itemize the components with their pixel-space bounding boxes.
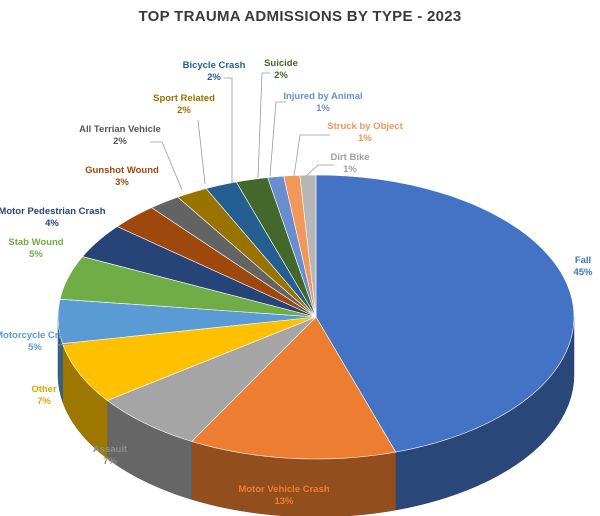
pie-slice-gunshot-wound <box>116 207 317 318</box>
slice-value-injured-by-animal: 1% <box>316 103 330 114</box>
leader-line-bicycle-crash <box>224 77 233 183</box>
leader-line-sport-related <box>197 119 206 185</box>
slice-label-all-terrian-vehicle: All Terrian Vehicle <box>79 124 161 135</box>
leader-line-suicide <box>257 72 270 179</box>
slice-label-suicide: Suicide <box>264 58 298 69</box>
slice-label-dirt-bike: Dirt Bike <box>330 152 369 163</box>
slice-label-motor-pedestrian-crash: Motor Pedestrian Crash <box>0 206 106 217</box>
pie-slice-fall <box>315 174 575 453</box>
slice-value-stab-wound: 5% <box>29 249 43 260</box>
pie-slice-motorcycle-crash <box>57 298 317 344</box>
pie-side-walls <box>57 316 575 516</box>
slice-label-stab-wound: Stab Wound <box>8 237 63 248</box>
slice-label-other: Other <box>31 384 57 395</box>
slice-value-assault: 7% <box>103 456 117 467</box>
slice-label-gunshot-wound: Gunshot Wound <box>85 165 159 176</box>
slice-label-assault: Assault <box>93 444 128 455</box>
slice-value-motor-vehicle-crash: 13% <box>274 496 294 507</box>
slice-value-motor-pedestrian-crash: 4% <box>45 218 59 229</box>
slice-value-dirt-bike: 1% <box>343 164 357 175</box>
pie-slice-other <box>62 316 317 401</box>
leader-line-all-terrian-vehicle <box>150 141 183 191</box>
slice-value-struck-by-object: 1% <box>358 133 372 144</box>
leader-line-struck-by-object <box>293 134 330 177</box>
leader-lines <box>57 72 334 346</box>
slice-label-injured-by-animal: Injured by Animal <box>283 91 362 102</box>
pie-slice-bicycle-crash <box>205 181 317 318</box>
chart-title: TOP TRAUMA ADMISSIONS BY TYPE - 2023 <box>138 8 462 25</box>
slice-label-motor-vehicle-crash: Motor Vehicle Crash <box>238 484 330 495</box>
pie-slice-stab-wound <box>59 256 317 318</box>
pie-slice-motor-pedestrian-crash <box>82 226 317 318</box>
pie-slice-assault <box>106 316 317 442</box>
leader-line-injured-by-animal <box>269 101 286 177</box>
pie-slice-motor-vehicle-crash <box>191 316 397 460</box>
slice-value-fall: 45% <box>573 267 593 278</box>
slice-label-sport-related: Sport Related <box>153 93 215 104</box>
slice-value-bicycle-crash: 2% <box>207 72 221 83</box>
slice-label-bicycle-crash: Bicycle Crash <box>183 60 246 71</box>
slice-value-sport-related: 2% <box>177 105 191 116</box>
pie-slice-sport-related <box>177 188 317 318</box>
slice-value-other: 7% <box>37 396 51 407</box>
slice-value-motorcycle-crash: 5% <box>28 342 42 353</box>
slice-label-motorcycle-crash: Motorcycle Crash <box>0 330 75 341</box>
slice-label-struck-by-object: Struck by Object <box>327 121 403 132</box>
pie-slice-dirt-bike <box>299 174 317 318</box>
pie-slice-all-terrian-vehicle <box>150 196 317 318</box>
pie-top-slices <box>57 174 575 460</box>
pie-slice-suicide <box>235 177 317 318</box>
slice-label-fall: Fall <box>575 255 591 266</box>
slice-value-all-terrian-vehicle: 2% <box>113 136 127 147</box>
slice-value-suicide: 2% <box>274 70 288 81</box>
leader-line-dirt-bike <box>305 164 334 177</box>
slice-value-gunshot-wound: 3% <box>115 177 129 188</box>
leader-line-motorcycle-crash <box>57 343 73 346</box>
